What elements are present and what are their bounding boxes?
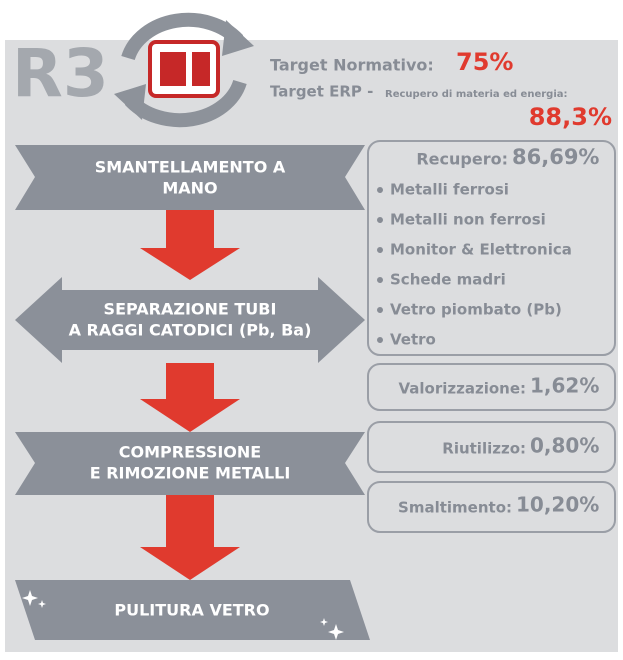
sparkles [22,590,344,640]
target-normativo-value: 75% [456,48,513,76]
step-banner [15,145,365,210]
valorizzazione-label: Valorizzazione: [398,380,526,398]
recupero-item: Monitor & Elettronica [390,241,572,259]
recupero-items: Metalli ferrosi Metalli non ferrosi Monito… [377,181,572,349]
bullet [377,277,383,283]
riutilizzo-value: 0,80% [530,434,599,458]
bullet [377,337,383,343]
target-erp-label: Target ERP - [270,83,373,101]
step-label: A RAGGI CATODICI (Pb, Ba) [69,321,312,340]
bullet [377,217,383,223]
recupero-label: Recupero: [416,150,508,169]
valorizzazione-box [367,363,616,411]
recupero-item: Vetro piombato (Pb) [390,301,562,319]
recycle-icon [114,12,254,128]
recupero-value: 86,69% [512,145,599,169]
recupero-box [367,140,616,356]
recupero-item: Metalli ferrosi [390,181,509,199]
step-label: MANO [162,179,217,198]
bullet [377,247,383,253]
recupero-item: Vetro [390,331,436,349]
smaltimento-label: Smaltimento: [398,499,512,517]
valorizzazione-value: 1,62% [530,374,599,398]
target-normativo-label: Target Normativo: [270,56,434,75]
target-erp-sublabel: Recupero di materia ed energia: [385,89,568,100]
step-parallelogram [15,580,370,640]
step-label: SMANTELLAMENTO A [95,158,286,177]
riutilizzo-box [367,421,616,473]
step-label: COMPRESSIONE [119,443,261,462]
target-erp-value: 88,3% [529,103,612,131]
step-double-arrow [15,277,365,363]
step-label: SEPARAZIONE TUBI [104,300,277,319]
bullet [377,187,383,193]
step-label: E RIMOZIONE METALLI [90,464,291,483]
bullet [377,307,383,313]
step-label: PULITURA VETRO [114,601,269,620]
recupero-item: Metalli non ferrosi [390,211,546,229]
r3-label: R3 [12,35,109,112]
step-banner [15,432,365,495]
smaltimento-box [367,481,616,533]
riutilizzo-label: Riutilizzo: [442,440,526,458]
recupero-item: Schede madri [390,271,506,289]
smaltimento-value: 10,20% [516,493,599,517]
flow-arrows [140,210,240,580]
